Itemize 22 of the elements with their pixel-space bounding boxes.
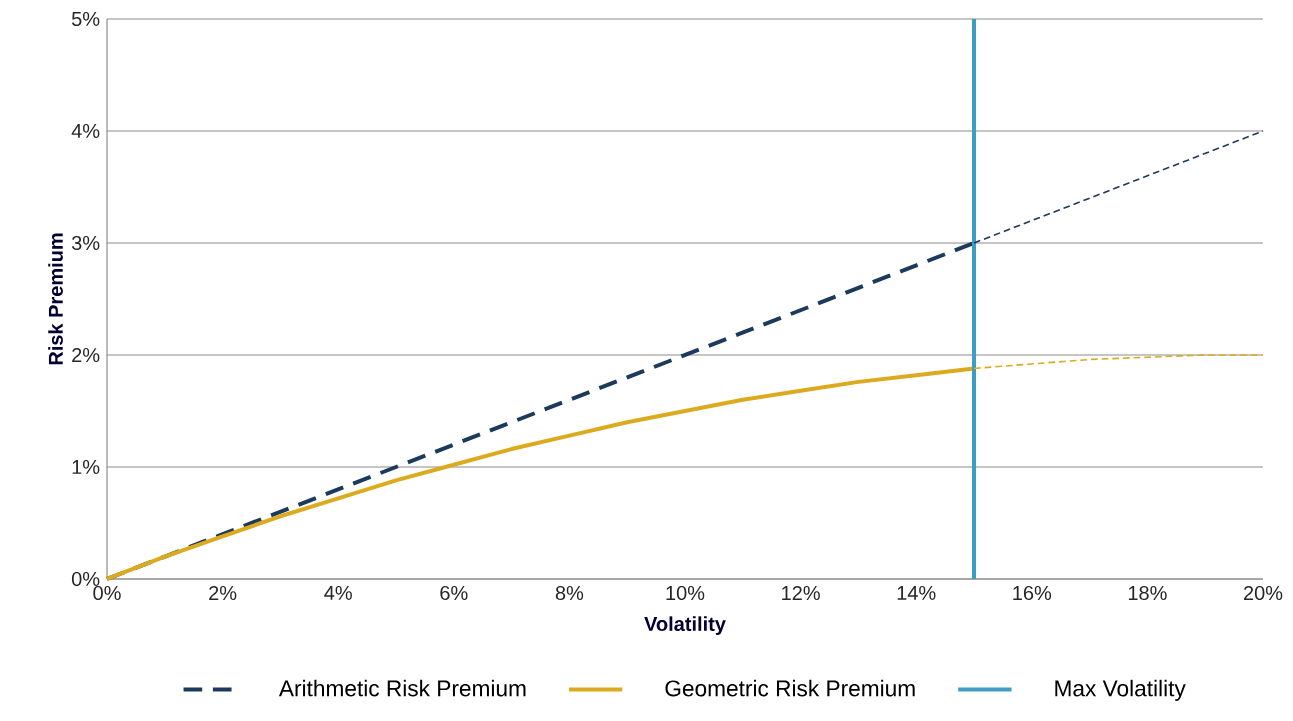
legend-label: Arithmetic Risk Premium bbox=[278, 679, 526, 697]
y-tick-label: 4% bbox=[71, 124, 100, 138]
x-tick-label: 8% bbox=[555, 585, 584, 601]
x-tick-label: 16% bbox=[1013, 585, 1052, 601]
x-tick-label: 12% bbox=[782, 585, 820, 601]
legend-label: Max Volatility bbox=[1055, 679, 1186, 701]
y-axis-title: Risk Premium bbox=[48, 233, 63, 365]
x-tick-label: 20% bbox=[1243, 585, 1283, 601]
x-tick-label: 2% bbox=[209, 585, 237, 601]
y-tick-label: 2% bbox=[72, 347, 100, 363]
y-tick-label: 1% bbox=[72, 460, 100, 474]
y-tick-label: 0% bbox=[71, 571, 100, 587]
x-axis-title: Volatility bbox=[644, 616, 726, 635]
x-tick-label: 0% bbox=[93, 585, 121, 601]
x-tick-label: 6% bbox=[440, 585, 468, 601]
x-tick-label: 10% bbox=[666, 585, 705, 601]
legend-label: Geometric Risk Premium bbox=[665, 679, 915, 697]
y-tick-label: 5% bbox=[71, 11, 100, 27]
x-tick-label: 4% bbox=[324, 585, 352, 600]
y-tick-label: 3% bbox=[71, 235, 100, 251]
x-tick-label: 14% bbox=[897, 585, 936, 600]
x-tick-label: 18% bbox=[1128, 585, 1167, 601]
